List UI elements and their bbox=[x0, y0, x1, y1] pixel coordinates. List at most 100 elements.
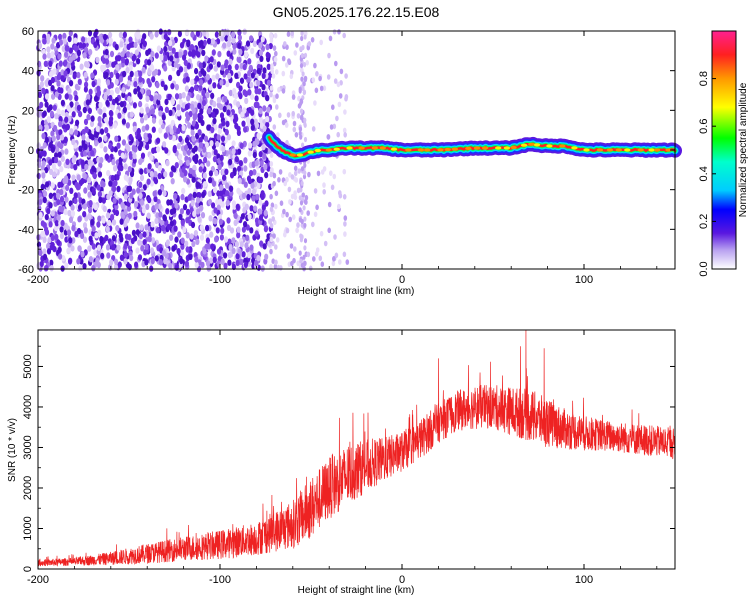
noise-cell bbox=[179, 42, 185, 49]
noise-cell bbox=[91, 80, 96, 88]
noise-cell bbox=[145, 106, 150, 114]
noise-cell bbox=[250, 182, 255, 189]
noise-cell bbox=[266, 233, 271, 240]
noise-cell bbox=[165, 159, 170, 167]
noise-cell bbox=[81, 128, 86, 136]
noise-cell bbox=[189, 233, 194, 240]
noise-cell bbox=[41, 160, 46, 167]
noise-cell bbox=[147, 68, 152, 76]
noise-cell bbox=[202, 146, 207, 153]
noise-cell bbox=[41, 132, 46, 140]
noise-cell bbox=[283, 231, 287, 238]
noise-cell bbox=[103, 72, 108, 80]
noise-cell bbox=[202, 30, 207, 37]
noise-cell bbox=[291, 90, 296, 96]
noise-cell bbox=[184, 103, 190, 111]
noise-cell bbox=[100, 66, 105, 73]
noise-cell bbox=[109, 259, 114, 266]
noise-cell bbox=[260, 35, 265, 43]
noise-cell bbox=[82, 172, 87, 180]
signal-peak bbox=[390, 147, 398, 151]
noise-cell bbox=[63, 70, 68, 77]
noise-cell bbox=[144, 259, 149, 266]
noise-cell bbox=[253, 205, 258, 212]
noise-cell bbox=[332, 255, 336, 262]
noise-cell bbox=[46, 208, 51, 215]
noise-cell bbox=[178, 93, 183, 100]
noise-cell bbox=[271, 258, 276, 265]
noise-cell bbox=[176, 127, 181, 134]
noise-cell bbox=[54, 220, 59, 227]
noise-cell bbox=[152, 190, 157, 197]
noise-cell bbox=[126, 103, 131, 111]
noise-cell bbox=[94, 232, 99, 239]
noise-cell bbox=[60, 155, 65, 162]
noise-cell bbox=[198, 62, 203, 69]
noise-cell bbox=[206, 160, 211, 167]
noise-cell bbox=[122, 106, 127, 114]
noise-cell bbox=[104, 48, 109, 56]
noise-cell bbox=[164, 147, 169, 154]
noise-cell bbox=[43, 190, 48, 197]
noise-cell bbox=[101, 57, 107, 64]
signal-peak bbox=[571, 146, 578, 150]
noise-cell bbox=[207, 152, 212, 159]
noise-cell bbox=[144, 136, 149, 143]
noise-cell bbox=[185, 28, 190, 36]
noise-cell bbox=[62, 38, 67, 45]
noise-cell bbox=[225, 200, 230, 207]
noise-cell bbox=[261, 204, 266, 211]
noise-cell bbox=[76, 174, 81, 181]
noise-cell bbox=[58, 115, 63, 123]
noise-cell bbox=[157, 189, 162, 196]
noise-cell bbox=[153, 94, 158, 102]
noise-cell bbox=[234, 156, 239, 163]
noise-cell bbox=[193, 101, 198, 108]
noise-cell bbox=[293, 165, 298, 172]
noise-cell bbox=[247, 69, 252, 77]
noise-cell bbox=[213, 218, 218, 225]
noise-cell bbox=[192, 191, 197, 199]
noise-cell bbox=[156, 137, 161, 144]
noise-cell bbox=[200, 261, 205, 269]
noise-cell bbox=[342, 32, 347, 39]
noise-cell bbox=[274, 259, 278, 266]
noise-cell bbox=[190, 199, 195, 207]
noise-cell bbox=[63, 136, 68, 144]
noise-cell bbox=[121, 118, 126, 125]
noise-cell bbox=[184, 85, 189, 92]
noise-cell bbox=[105, 244, 111, 251]
noise-cell bbox=[151, 117, 157, 124]
noise-cell bbox=[291, 94, 296, 100]
noise-cell bbox=[331, 260, 336, 267]
noise-cell bbox=[245, 234, 250, 242]
noise-cell bbox=[220, 64, 225, 71]
noise-cell bbox=[189, 44, 195, 51]
noise-cell bbox=[311, 77, 316, 83]
noise-cell bbox=[275, 104, 279, 110]
noise-cell bbox=[271, 216, 276, 222]
noise-cell bbox=[119, 101, 124, 108]
noise-cell bbox=[176, 69, 181, 77]
noise-cell bbox=[96, 221, 101, 228]
noise-cell bbox=[226, 217, 231, 224]
signal-peak bbox=[653, 148, 661, 152]
noise-cell bbox=[315, 71, 319, 77]
noise-cell bbox=[113, 165, 118, 172]
noise-cell bbox=[168, 39, 173, 47]
noise-cell bbox=[97, 116, 102, 123]
noise-cell bbox=[303, 34, 307, 40]
noise-cell bbox=[231, 237, 236, 244]
noise-cell bbox=[254, 88, 259, 95]
noise-cell bbox=[303, 121, 307, 127]
noise-cell bbox=[306, 251, 311, 258]
noise-cell bbox=[133, 210, 138, 218]
noise-cell bbox=[139, 224, 144, 231]
noise-cell bbox=[298, 130, 302, 136]
noise-cell bbox=[295, 227, 299, 234]
noise-cell bbox=[77, 204, 83, 211]
noise-cell bbox=[219, 190, 224, 197]
noise-cell bbox=[303, 77, 307, 83]
noise-cell bbox=[169, 171, 174, 178]
noise-cell bbox=[198, 142, 204, 149]
